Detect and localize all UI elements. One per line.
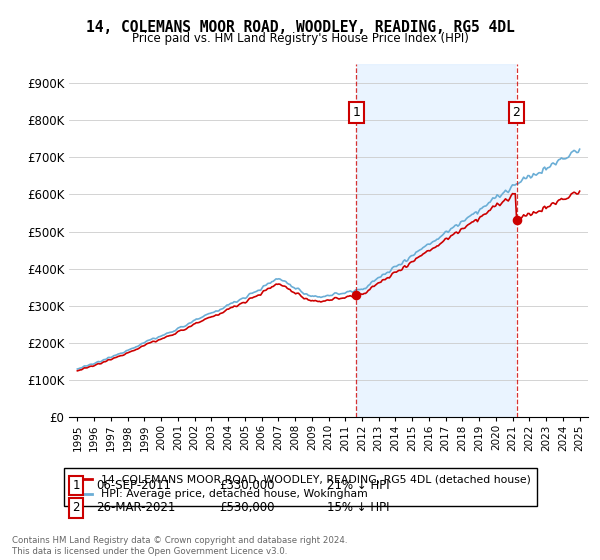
- Text: 14, COLEMANS MOOR ROAD, WOODLEY, READING, RG5 4DL: 14, COLEMANS MOOR ROAD, WOODLEY, READING…: [86, 20, 514, 35]
- Text: 06-SEP-2011: 06-SEP-2011: [96, 479, 171, 492]
- Text: 2: 2: [512, 106, 520, 119]
- Text: 1: 1: [73, 479, 80, 492]
- Point: [512, 216, 521, 225]
- Text: Price paid vs. HM Land Registry's House Price Index (HPI): Price paid vs. HM Land Registry's House …: [131, 32, 469, 45]
- Legend: 14, COLEMANS MOOR ROAD, WOODLEY, READING, RG5 4DL (detached house), HPI: Average: 14, COLEMANS MOOR ROAD, WOODLEY, READING…: [64, 469, 537, 506]
- Text: Contains HM Land Registry data © Crown copyright and database right 2024.
This d: Contains HM Land Registry data © Crown c…: [12, 536, 347, 556]
- Text: 2: 2: [73, 501, 80, 515]
- Text: 1: 1: [353, 106, 361, 119]
- Text: 15% ↓ HPI: 15% ↓ HPI: [327, 501, 389, 515]
- Text: 26-MAR-2021: 26-MAR-2021: [96, 501, 175, 515]
- Point: [352, 290, 361, 299]
- Text: £530,000: £530,000: [219, 501, 275, 515]
- Text: 21% ↓ HPI: 21% ↓ HPI: [327, 479, 389, 492]
- Text: £330,000: £330,000: [219, 479, 275, 492]
